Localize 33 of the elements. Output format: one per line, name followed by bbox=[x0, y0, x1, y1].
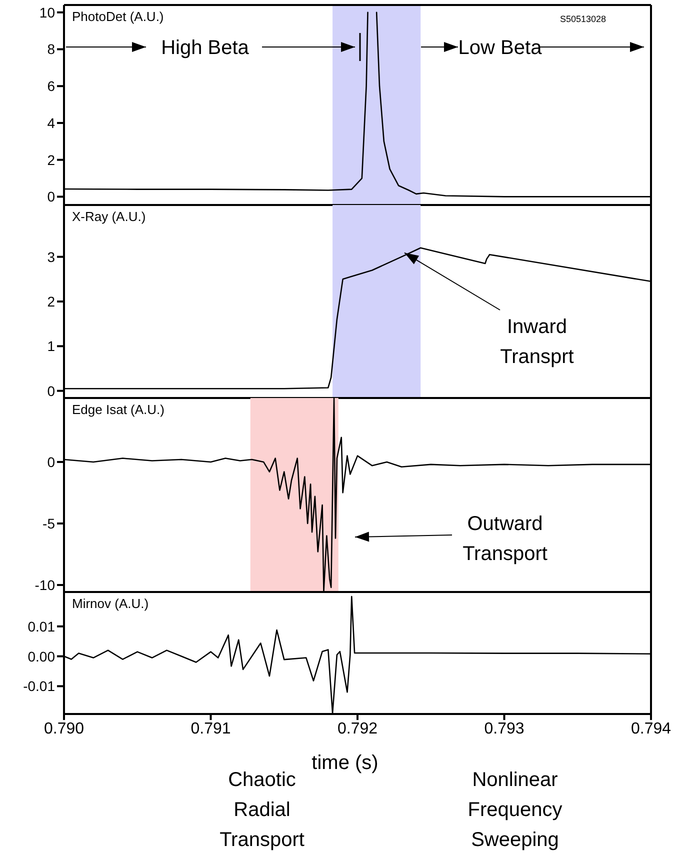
y-tick-label: -5 bbox=[42, 515, 56, 532]
annotation: Outward Transport bbox=[462, 513, 548, 565]
y-tick-label: -10 bbox=[34, 576, 56, 593]
annotation: High Beta bbox=[161, 37, 250, 59]
annotation: Low Beta bbox=[458, 37, 543, 59]
y-tick-label: 0.01 bbox=[28, 618, 56, 634]
x-tick-label: 0.790 bbox=[44, 720, 84, 738]
annotation: Inward Transprt bbox=[500, 316, 574, 368]
chart-title: Mirnov (A.U.) bbox=[72, 596, 149, 611]
x-tick-label: 0.793 bbox=[484, 720, 524, 738]
x-tick-label: 0.794 bbox=[630, 720, 672, 738]
y-tick-label: 10 bbox=[39, 4, 56, 20]
y-tick-label: 3 bbox=[47, 248, 56, 265]
y-tick-label: 2 bbox=[47, 152, 56, 168]
y-tick-label: 8 bbox=[47, 41, 56, 58]
y-tick-label: 0 bbox=[47, 454, 56, 470]
chart-title: Edge Isat (A.U.) bbox=[72, 402, 164, 417]
y-tick-label: 4 bbox=[47, 114, 56, 131]
y-tick-label: 0.00 bbox=[28, 648, 56, 664]
chart-title: X-Ray (A.U.) bbox=[72, 209, 146, 224]
y-tick-label: 0 bbox=[47, 188, 56, 205]
y-tick-label: 6 bbox=[47, 78, 56, 94]
y-tick-label: 2 bbox=[47, 293, 56, 310]
text: Nonlinear Frequency Sweeping bbox=[468, 769, 562, 851]
x-tick-label: 0.792 bbox=[337, 720, 378, 738]
y-tick-label: -0.01 bbox=[23, 678, 56, 694]
y-tick-label: 0 bbox=[47, 382, 56, 399]
x-axis-title: time (s) bbox=[310, 752, 380, 775]
chart-title: PhotoDet (A.U.) bbox=[72, 9, 164, 24]
annotation: S50513028 bbox=[560, 14, 606, 24]
text: Chaotic Radial Transport bbox=[220, 769, 305, 851]
x-tick-label: 0.791 bbox=[190, 720, 231, 738]
y-tick-label: 1 bbox=[47, 338, 56, 354]
